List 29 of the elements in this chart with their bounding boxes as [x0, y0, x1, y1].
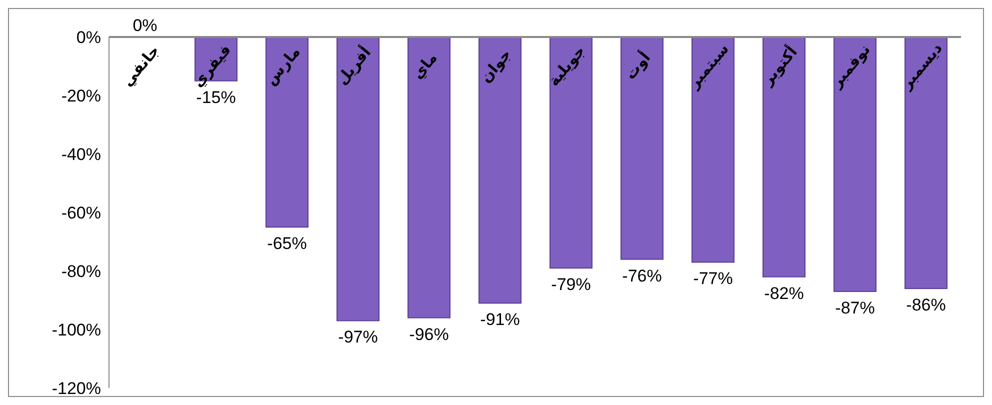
data-label: -87% — [835, 298, 875, 318]
data-label: -65% — [267, 234, 307, 254]
y-tick-label: -120% — [52, 379, 101, 398]
data-label: -97% — [338, 328, 378, 347]
x-tick-label: سبتمبر — [684, 40, 732, 92]
data-label: 0% — [132, 16, 158, 35]
y-tick-label: -20% — [61, 86, 101, 106]
data-label: -76% — [622, 266, 662, 286]
data-label: -79% — [551, 275, 591, 294]
y-tick-label: -80% — [61, 262, 101, 282]
x-tick-label: جوان — [476, 45, 515, 86]
data-label: -86% — [906, 296, 946, 315]
data-label: -82% — [764, 284, 804, 303]
data-label: -96% — [409, 324, 449, 344]
x-tick-label: أكتوبر — [757, 42, 801, 90]
y-tick-label: -60% — [61, 204, 101, 223]
x-tick-label: أوت — [620, 48, 654, 83]
x-tick-label: جويلية — [544, 42, 589, 90]
y-tick-label: 0% — [76, 28, 101, 48]
data-label: -77% — [693, 269, 733, 288]
x-tick-label: ماي — [408, 49, 441, 83]
data-label: -91% — [480, 310, 520, 330]
y-tick-label: -40% — [61, 145, 101, 164]
x-tick-label: أفريل — [332, 42, 374, 88]
x-tick-label: نوفمبر — [826, 40, 874, 92]
x-tick-label: ديسمبر — [896, 39, 946, 94]
x-tick-label: مارس — [262, 43, 304, 89]
x-tick-label: جانفي — [118, 42, 164, 90]
y-tick-label: -100% — [52, 320, 101, 340]
